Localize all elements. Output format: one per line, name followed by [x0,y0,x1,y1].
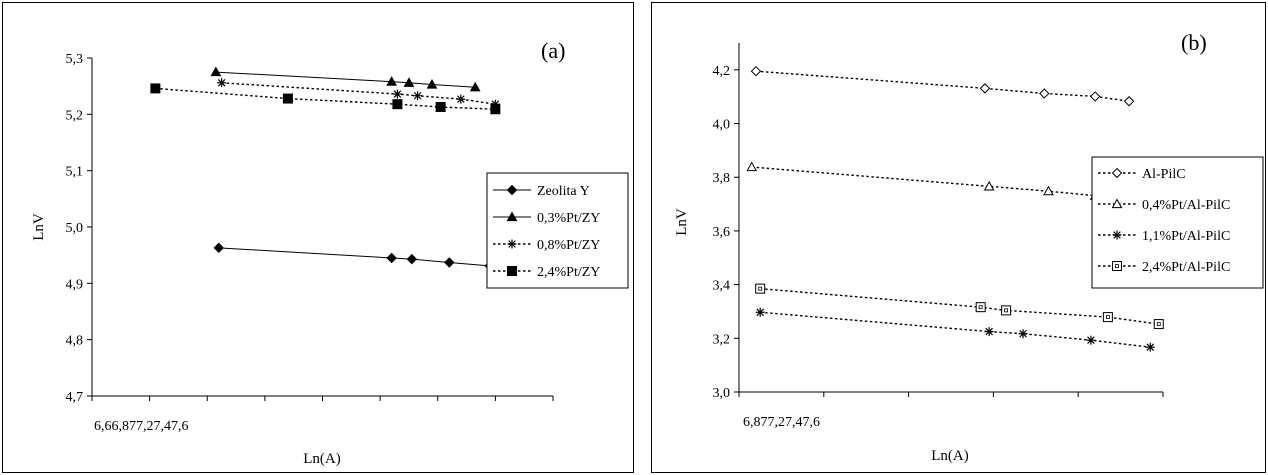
data-point [392,99,403,110]
y-tick-label: 3,6 [713,225,731,240]
y-tick-label: 3,4 [713,279,731,294]
y-tick-label: 4,9 [66,277,84,292]
legend: Zeolita Y 0,3%Pt/ZY 0,8%Pt/ZY 2,4%Pt/ZY [486,172,629,289]
data-point [386,252,397,264]
data-point [1111,167,1123,179]
data-point [506,184,518,196]
y-tick-label: 5,3 [66,52,84,67]
data-point [507,239,517,249]
data-point [435,102,446,113]
y-axis-ticks: 3,0 3,2 3,4 3,6 3,8 4,0 4,2 [713,64,739,401]
data-point [1112,261,1122,271]
x-tick-labels: 6,877,27,47,6 [743,415,820,430]
chart-panel-b: 3,0 3,2 3,4 3,6 3,8 4,0 4,2 6,877,27,47,6 Ln(A… [651,2,1266,473]
data-point [392,89,402,99]
y-tick-label: 4,8 [66,334,84,349]
panel-label: (b) [1181,30,1207,55]
data-point [507,266,517,276]
data-point [213,242,224,254]
data-point [413,91,423,101]
chart-a-svg: 4,7 4,8 4,9 5,0 5,1 5,2 5,3 6,66,877,27,47,6 L… [31,38,629,467]
legend-label: 2,4%Pt/ZY [537,265,600,280]
series-group [150,66,501,272]
y-axis-label: LnV [674,208,690,236]
panel-label: (a) [541,38,565,63]
data-point [1086,335,1096,345]
data-point [983,180,995,191]
data-point [1089,91,1101,102]
data-point [1043,185,1054,196]
y-tick-label: 4,2 [713,64,731,79]
data-point [746,161,758,172]
legend-label: 0,3%Pt/ZY [537,211,600,226]
data-point [755,307,765,317]
x-axis-label: Ln(A) [931,448,969,464]
data-point [1001,305,1012,316]
data-point [975,302,986,313]
data-point [456,94,466,104]
data-point [1111,198,1123,209]
y-tick-label: 4,7 [66,390,84,405]
data-point [386,76,397,86]
legend: Al-PilC 0,4%Pt/Al-PilC 1,1%Pt/Al-PilC 2,4%P… [1091,156,1264,289]
data-point [979,83,991,94]
y-tick-label: 5,2 [66,108,84,123]
data-point [750,65,762,77]
x-axis-ticks [91,396,554,401]
data-point [755,283,766,294]
data-point [469,81,481,92]
chart-b-svg: 3,0 3,2 3,4 3,6 3,8 4,0 4,2 6,877,27,47,6 Ln(A… [674,30,1264,464]
x-axis-label: Ln(A) [303,451,341,467]
data-point [490,104,501,115]
x-tick-labels: 6,66,877,27,47,6 [94,419,189,434]
data-point [444,257,455,268]
series-line [215,71,476,88]
data-point [406,253,418,265]
series-line [760,311,1151,348]
legend-entries: Al-PilC 0,4%Pt/Al-PilC 1,1%Pt/Al-PilC 2,4%P… [1098,167,1230,275]
data-point [1018,329,1028,339]
legend-label: 0,8%Pt/ZY [537,238,600,253]
chart-panel-a: 4,7 4,8 4,9 5,0 5,1 5,2 5,3 6,66,877,27,47,6 L… [2,2,634,473]
data-point [210,66,222,77]
data-point [506,211,518,222]
x-axis-ticks [738,392,1164,397]
y-tick-label: 3,0 [713,386,731,401]
data-point [150,83,161,94]
legend-label: Al-PilC [1142,167,1186,182]
data-point [1145,342,1155,352]
legend-label: 2,4%Pt/Al-PilC [1142,260,1230,275]
data-point [1112,230,1122,240]
series-line [755,70,1130,102]
y-axis-ticks: 4,7 4,8 4,9 5,0 5,1 5,2 5,3 [66,52,92,405]
data-point [426,78,438,89]
series-line [760,287,1159,325]
data-point [1102,312,1113,323]
y-tick-label: 4,0 [713,118,731,133]
data-point [403,77,415,87]
legend-entries: Zeolita Y 0,3%Pt/ZY 0,8%Pt/ZY 2,4%Pt/ZY [493,184,600,280]
legend-label: 0,4%Pt/Al-PilC [1142,198,1230,213]
legend-label: 1,1%Pt/Al-PilC [1142,229,1230,244]
y-axis-label: LnV [31,213,47,241]
y-tick-label: 3,2 [713,332,731,347]
y-tick-label: 5,0 [66,221,84,236]
data-point [282,93,293,104]
data-point [217,78,227,88]
data-point [1153,319,1164,330]
data-point [1123,96,1135,107]
data-point [1039,88,1050,99]
y-tick-label: 5,1 [66,165,84,180]
data-point [984,327,994,337]
legend-label: Zeolita Y [537,184,590,199]
y-tick-label: 3,8 [713,171,731,186]
series-line [751,166,1130,202]
